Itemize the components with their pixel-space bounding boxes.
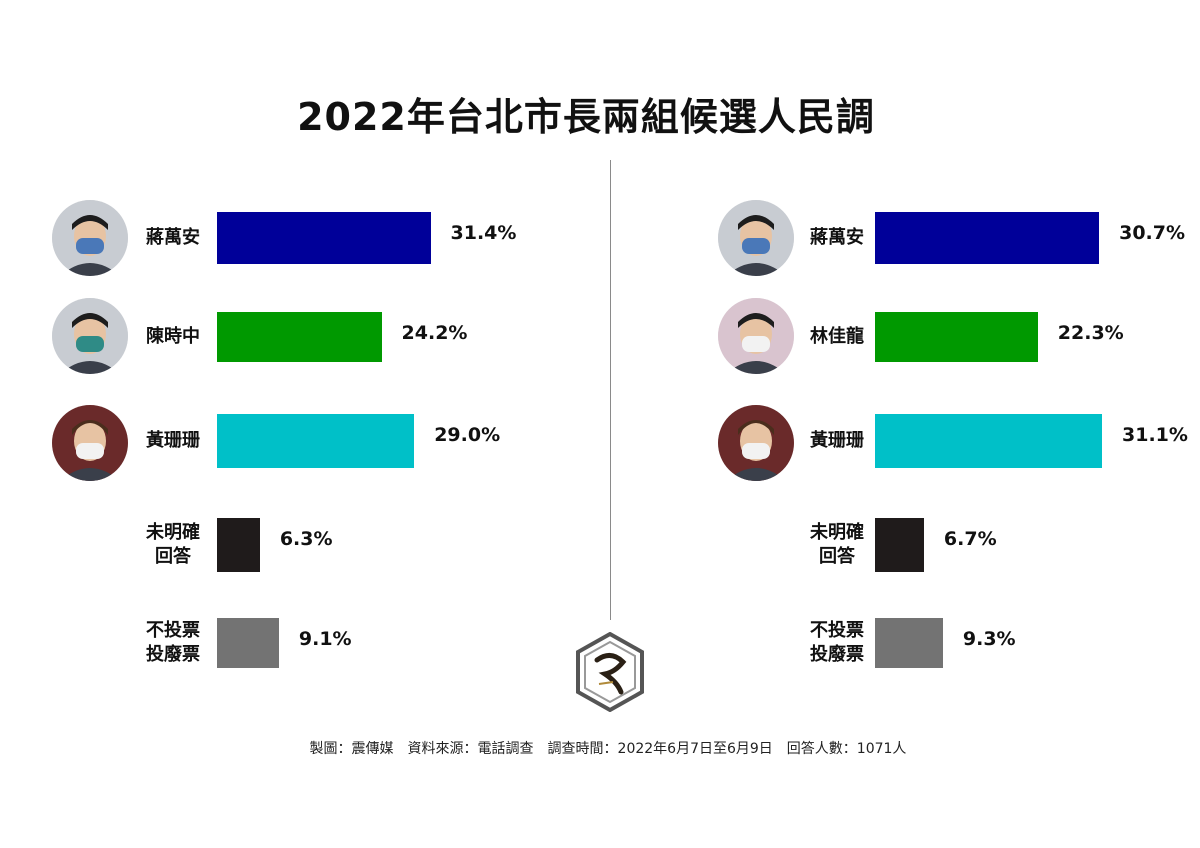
bar xyxy=(875,414,1102,468)
category-label: 蔣萬安 xyxy=(146,227,200,248)
zhen-media-logo-icon xyxy=(575,631,645,713)
right-panel: 蔣萬安 30.7% 林佳龍 22.3% 黃珊珊 31.1% 未明確 回答 6.7% 不投票 投廢票 9… xyxy=(0,0,1188,700)
category-label: 未明確 回答 xyxy=(146,522,200,567)
bar xyxy=(875,518,924,572)
category-label: 黃珊珊 xyxy=(810,430,864,451)
data-label: 29.0% xyxy=(434,424,501,446)
chart-title: 2022年台北市長兩組候選人民調 xyxy=(297,95,875,139)
category-label: 陳時中 xyxy=(146,326,200,347)
face-mask-icon xyxy=(718,200,794,276)
category-label: 不投票 投廢票 xyxy=(810,620,864,665)
face-mask-icon xyxy=(718,298,794,374)
bar xyxy=(217,312,382,362)
data-label: 9.1% xyxy=(298,628,352,650)
divider xyxy=(610,160,611,620)
face-mask-icon xyxy=(52,405,128,481)
data-label: 31.1% xyxy=(1122,424,1188,446)
data-label: 22.3% xyxy=(1057,322,1124,344)
data-label: 9.3% xyxy=(962,628,1016,650)
data-label: 6.7% xyxy=(943,528,997,550)
bar xyxy=(217,618,279,668)
category-label: 黃珊珊 xyxy=(146,430,200,451)
data-label: 30.7% xyxy=(1119,222,1186,244)
face-mask-icon xyxy=(52,200,128,276)
footer-source-note: 製圖：震傳媒 資料來源：電話調查 調查時間：2022年6月7日至6月9日 回答人… xyxy=(309,741,907,757)
data-label: 6.3% xyxy=(279,528,333,550)
bar xyxy=(217,518,260,572)
category-label: 不投票 投廢票 xyxy=(146,620,200,665)
face-mask-icon xyxy=(52,298,128,374)
left-panel: 蔣萬安 31.4% 陳時中 24.2% 黃珊珊 29.0% 未明確 回答 6.3% 不投票 投廢票 9… xyxy=(0,0,560,700)
bar xyxy=(875,312,1038,362)
bar xyxy=(875,212,1100,264)
bar xyxy=(217,212,431,264)
bar xyxy=(217,414,415,468)
data-label: 24.2% xyxy=(401,322,468,344)
face-mask-icon xyxy=(718,405,794,481)
category-label: 未明確 回答 xyxy=(810,522,864,567)
data-label: 31.4% xyxy=(450,222,517,244)
category-label: 林佳龍 xyxy=(810,326,864,347)
bar xyxy=(875,618,943,668)
category-label: 蔣萬安 xyxy=(810,227,864,248)
